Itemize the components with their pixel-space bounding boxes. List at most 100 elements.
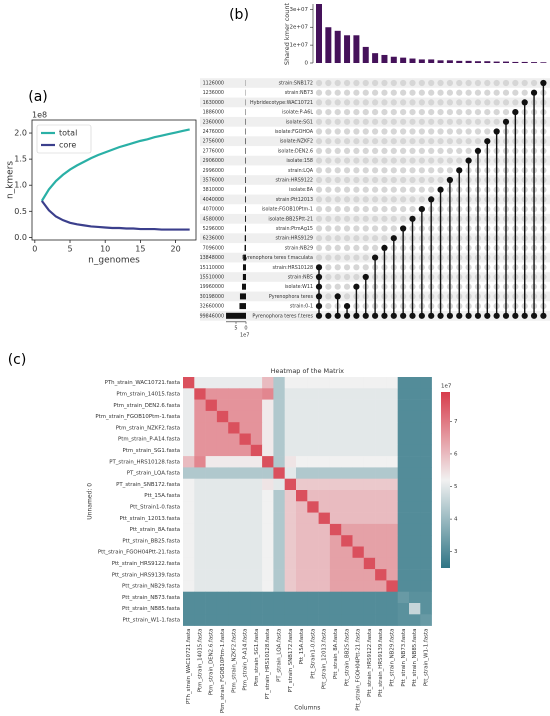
empty-dot: [400, 118, 407, 125]
member-dot: [315, 303, 323, 310]
heatmap-cell: [420, 546, 432, 559]
empty-dot: [334, 167, 341, 174]
set-size-label: 7096000: [203, 245, 224, 251]
empty-dot: [353, 167, 360, 174]
empty-dot: [334, 244, 341, 251]
heatmap-cell: [307, 523, 319, 536]
plot-frame: [31, 119, 197, 241]
empty-dot: [512, 79, 519, 87]
empty-dot: [390, 147, 397, 154]
empty-dot: [456, 138, 463, 145]
heatmap-cell: [284, 501, 297, 513]
empty-dot: [446, 118, 453, 125]
heatmap-cell: [397, 546, 410, 559]
heatmap-cell: [205, 535, 218, 547]
empty-dot: [381, 79, 388, 87]
member-dot: [474, 312, 482, 319]
heatmap-cell: [341, 399, 353, 412]
heatmap-cell: [284, 377, 297, 389]
heatmap-cell: [228, 512, 240, 525]
heatmap-cell: [352, 512, 365, 525]
heatmap-cell: [239, 444, 252, 457]
heatmap-cell: [397, 399, 410, 412]
member-dot: [502, 118, 510, 125]
empty-dot: [343, 264, 351, 271]
empty-dot: [418, 109, 425, 116]
heatmap-cell: [307, 478, 319, 491]
heatmap-cell: [239, 591, 252, 604]
heatmap-cell: [386, 546, 398, 559]
heatmap-cell: [375, 546, 387, 559]
heatmap-cell: [273, 467, 285, 479]
empty-dot: [409, 196, 416, 203]
row-label: Ptt_strain_HRS9139.fasta: [112, 572, 180, 578]
empty-dot: [372, 79, 379, 87]
heatmap-cell: [284, 388, 297, 400]
heatmap-cell: [363, 410, 376, 423]
y-tick-label: 2.0: [14, 129, 27, 138]
heatmap-cell: [318, 388, 331, 400]
heatmap-cell: [205, 580, 218, 592]
heatmap-cell: [273, 456, 285, 468]
heatmap-cell: [273, 580, 285, 592]
empty-dot: [315, 167, 323, 174]
empty-dot: [400, 176, 407, 184]
empty-dot: [390, 99, 397, 106]
empty-dot: [343, 99, 351, 106]
heatmap-cell: [318, 614, 331, 626]
row-label: Ptm_strain_NZKF2.fasta: [116, 425, 180, 431]
colorbar-offset-label: 1e7: [441, 384, 452, 390]
member-dot: [353, 312, 360, 319]
empty-dot: [315, 244, 323, 251]
set-name: Hybridecotype:WAC10721: [250, 100, 313, 106]
set-size-bar: [245, 206, 246, 213]
heatmap-cell: [341, 591, 353, 604]
heatmap-cell: [329, 546, 342, 559]
heatmap-cell: [296, 557, 308, 570]
heatmap-cell: [228, 410, 240, 423]
heatmap-cell: [228, 580, 240, 592]
empty-dot: [315, 225, 323, 232]
heatmap-cell: [352, 388, 365, 400]
empty-dot: [372, 196, 379, 203]
heatmap-cell: [307, 388, 319, 400]
heatmap-cell: [386, 388, 398, 400]
set-name: isolate:8A: [289, 187, 314, 193]
heatmap-cell: [363, 444, 376, 457]
heatmap-cell: [250, 523, 263, 536]
empty-dot: [315, 206, 323, 213]
empty-dot: [474, 109, 482, 116]
heatmap-cell: [363, 388, 376, 400]
empty-dot: [325, 157, 332, 164]
heatmap-cell: [409, 591, 421, 604]
empty-dot: [343, 244, 351, 251]
heatmap-cell: [239, 614, 252, 626]
empty-dot: [315, 147, 323, 154]
member-dot: [381, 312, 388, 319]
empty-dot: [465, 79, 472, 87]
set-size-bar: [243, 254, 246, 261]
empty-dot: [353, 147, 360, 154]
heatmap-cell: [386, 580, 398, 592]
empty-dot: [372, 118, 379, 125]
heatmap-cell: [318, 478, 331, 491]
heatmap-cell: [386, 523, 398, 536]
y-axis-label: Shared kmer count: [283, 2, 291, 65]
intersection-bar: [372, 53, 379, 63]
heatmap-cell: [341, 523, 353, 536]
line-series: [40, 128, 190, 202]
heatmap-cell: [363, 546, 376, 559]
heatmap-cell: [352, 523, 365, 536]
member-dot: [315, 283, 323, 290]
empty-dot: [325, 128, 332, 135]
heatmap-cell: [284, 546, 297, 559]
heatmap-cell: [239, 388, 252, 400]
empty-dot: [400, 157, 407, 164]
intersection-bar: [316, 4, 322, 63]
column-label: PT_strain_HRS10128.fasta: [265, 629, 271, 700]
intersection-bar: [521, 61, 528, 63]
column-label: Ptt_strain_12013.fasta: [322, 629, 328, 690]
heatmap-cell: [363, 478, 376, 491]
empty-dot: [334, 196, 341, 203]
empty-dot: [437, 79, 444, 87]
